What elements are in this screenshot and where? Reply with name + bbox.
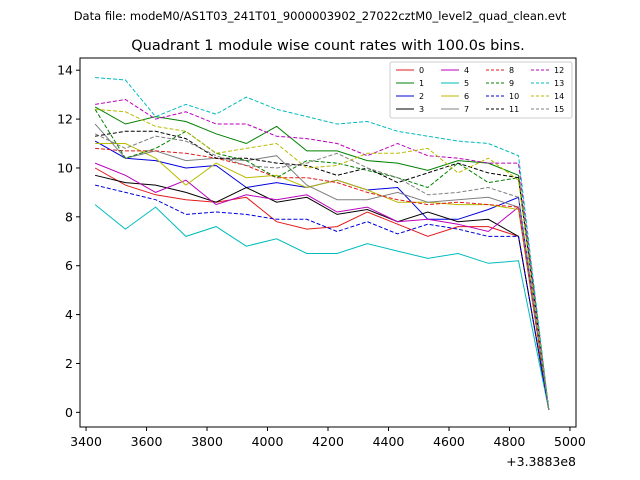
legend-label-14: 14 (554, 92, 564, 101)
y-tick-label: 4 (65, 307, 73, 322)
legend-label-3: 3 (419, 105, 424, 114)
series-line-3 (94, 174, 550, 410)
x-tick-label: 5000 (554, 434, 586, 449)
legend-label-8: 8 (509, 66, 514, 75)
legend-label-10: 10 (509, 92, 519, 101)
legend-label-6: 6 (464, 92, 469, 101)
series-line-1 (94, 106, 550, 410)
series-line-14 (95, 108, 550, 410)
y-tick-label: 8 (65, 209, 73, 224)
series-layer (94, 77, 550, 410)
legend-label-11: 11 (509, 105, 519, 114)
chart-title: Quadrant 1 module wise count rates with … (131, 38, 525, 54)
series-line-10 (94, 184, 550, 410)
series-line-4 (94, 162, 550, 410)
x-tick-label: 3800 (191, 434, 223, 449)
legend-label-7: 7 (464, 105, 469, 114)
series-line-0 (94, 167, 550, 410)
x-tick-label: 3400 (70, 434, 102, 449)
y-tick-label: 0 (65, 405, 73, 420)
x-tick-label: 4400 (373, 434, 405, 449)
x-tick-label: 4600 (433, 434, 465, 449)
x-tick-label: 4200 (312, 434, 344, 449)
y-tick-label: 14 (57, 63, 73, 78)
legend-label-4: 4 (464, 66, 469, 75)
x-axis: 3400 3600 3800 4000 4200 4400 4600 4800 5000 (70, 427, 586, 449)
legend-label-1: 1 (419, 79, 424, 88)
series-line-8 (95, 147, 550, 410)
series-line-15 (94, 133, 550, 410)
series-line-6 (95, 143, 550, 410)
series-line-11 (95, 130, 550, 410)
series-line-5 (94, 204, 550, 410)
legend-label-13: 13 (554, 79, 564, 88)
x-tick-label: 3600 (131, 434, 163, 449)
series-line-13 (95, 77, 550, 410)
legend-label-0: 0 (419, 66, 424, 75)
y-axis: 0 2 4 6 8 10 12 14 (57, 63, 80, 420)
series-line-9 (94, 109, 550, 410)
x-offset-label: +3.3883e8 (506, 454, 576, 469)
series-line-12 (95, 98, 550, 410)
legend-label-15: 15 (554, 105, 564, 114)
legend-label-9: 9 (509, 79, 514, 88)
x-tick-label: 4000 (252, 434, 284, 449)
series-line-7 (94, 123, 550, 410)
series-line-2 (94, 140, 550, 410)
legend-label-5: 5 (464, 79, 469, 88)
y-tick-label: 6 (65, 258, 73, 273)
y-tick-label: 12 (57, 112, 73, 127)
y-tick-label: 10 (57, 160, 73, 175)
y-tick-label: 2 (65, 356, 73, 371)
legend-box (389, 61, 573, 119)
legend-label-12: 12 (554, 66, 564, 75)
x-tick-label: 4800 (494, 434, 526, 449)
data-file-header: Data file: modeM0/AS1T03_241T01_90000039… (74, 9, 567, 23)
legend-label-2: 2 (419, 92, 424, 101)
